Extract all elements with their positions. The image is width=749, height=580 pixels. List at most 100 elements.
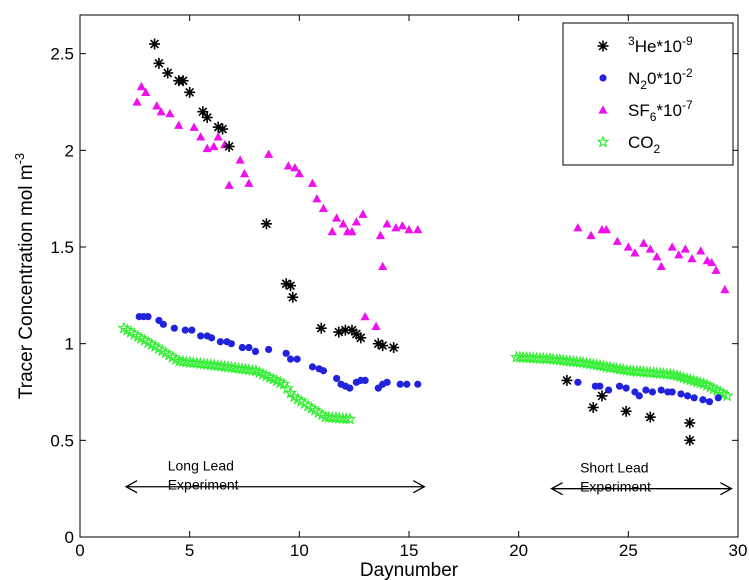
data-point (601, 225, 611, 234)
data-point (318, 203, 329, 213)
x-axis-label: Daynumber (360, 560, 459, 580)
data-point (225, 360, 239, 374)
data-point (319, 367, 328, 375)
plot-layer (117, 38, 734, 446)
legend-marker (599, 74, 607, 82)
data-point (290, 163, 300, 172)
data-point (327, 226, 337, 236)
x-tick-label: 15 (400, 541, 419, 560)
data-point (186, 355, 200, 369)
series-3 (117, 321, 734, 425)
data-point (260, 218, 272, 230)
data-point (684, 434, 696, 446)
data-point (283, 161, 293, 170)
data-point (620, 405, 632, 417)
annotation-0: Long Lead Experiment (124, 458, 426, 494)
legend: 3He*10-9 N20*10-2 SF6*10-7 CO2 (562, 22, 734, 166)
data-point (648, 388, 657, 396)
arrow-head-right (413, 480, 426, 494)
data-point (245, 343, 253, 352)
legend-entry-3: CO2 (596, 133, 661, 156)
annotation-text-line1: Long Lead (168, 458, 234, 474)
legend-label: 3He*10-9 (628, 34, 693, 56)
data-point (674, 250, 684, 259)
y-tick-label: 1.5 (50, 238, 74, 257)
legend-marker (598, 105, 608, 114)
data-point (188, 326, 196, 334)
data-point (714, 394, 722, 402)
data-point (162, 67, 174, 79)
data-point (378, 261, 388, 271)
data-point (560, 354, 574, 367)
data-point (193, 356, 207, 370)
data-point (699, 396, 707, 404)
legend-marker (596, 135, 610, 148)
data-point (543, 352, 557, 365)
data-point (413, 225, 423, 234)
data-point (642, 386, 650, 394)
data-point (612, 236, 622, 245)
data-point (217, 123, 229, 135)
x-tick-label: 0 (75, 541, 84, 560)
legend-label: N20*10-2 (628, 66, 693, 92)
data-point (600, 360, 614, 373)
data-point (616, 362, 630, 376)
data-point (183, 355, 197, 368)
data-point (165, 109, 175, 118)
data-point (645, 244, 655, 253)
data-point (711, 265, 721, 274)
annotation-text-line2: Experiment (580, 479, 651, 495)
data-point (177, 75, 189, 87)
data-point (251, 347, 260, 355)
data-point (684, 417, 696, 429)
data-point (245, 363, 260, 376)
data-point (566, 354, 580, 368)
y-tick-label: 1 (65, 335, 74, 354)
data-point (573, 355, 587, 369)
data-point (214, 359, 228, 372)
data-point (208, 334, 216, 342)
annotation-1: Short Lead Experiment (550, 460, 733, 496)
y-tick-label: 2 (65, 141, 74, 160)
data-point (622, 384, 630, 392)
y-tick-label: 2.5 (50, 45, 74, 64)
data-point (576, 355, 590, 369)
data-point (707, 257, 717, 267)
legend-label: SF6*10-7 (628, 98, 693, 124)
data-point (293, 355, 301, 363)
data-point (244, 178, 254, 187)
data-point (663, 367, 677, 380)
data-point (200, 357, 214, 371)
series-0 (149, 38, 696, 446)
data-point (556, 353, 570, 367)
data-point (561, 374, 573, 386)
data-point (197, 106, 209, 118)
data-point (144, 313, 152, 321)
data-point (190, 356, 204, 369)
legend-marker (597, 40, 609, 52)
data-point (172, 354, 187, 367)
data-point (604, 386, 613, 394)
data-point (667, 242, 677, 251)
data-point (286, 355, 295, 363)
data-point (176, 354, 190, 368)
data-point (159, 320, 167, 328)
data-point (615, 382, 624, 390)
data-point (570, 355, 584, 368)
data-point (696, 246, 706, 255)
data-point (294, 168, 304, 178)
data-point (414, 380, 422, 388)
data-point (371, 321, 381, 330)
data-point (361, 376, 369, 384)
data-point (553, 353, 567, 366)
data-point (136, 81, 147, 91)
x-tick-label: 10 (290, 541, 309, 560)
x-tick-label: 20 (509, 541, 528, 560)
data-point (610, 361, 624, 375)
data-point (204, 357, 218, 371)
data-point (358, 209, 368, 218)
data-point (132, 97, 142, 106)
data-point (238, 362, 253, 375)
data-point (224, 180, 234, 189)
data-point (580, 356, 594, 369)
